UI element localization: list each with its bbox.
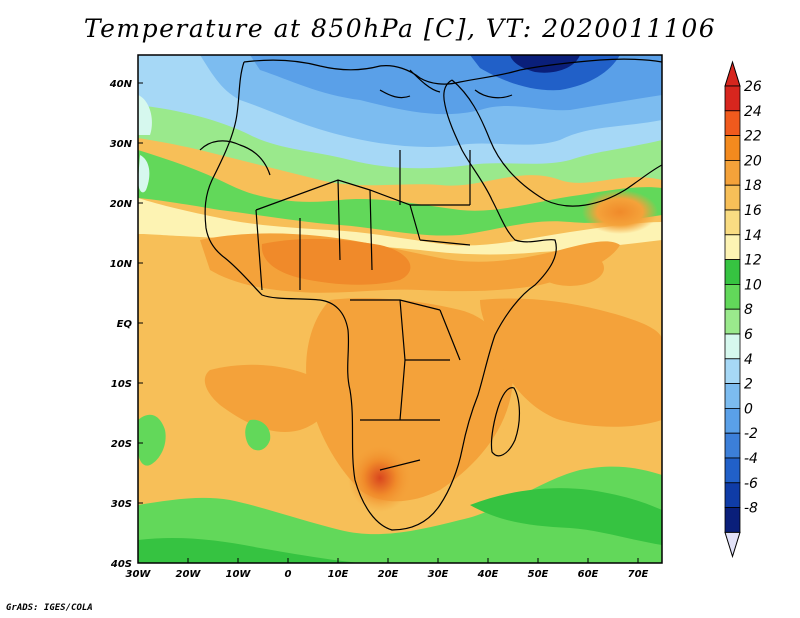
colorbar-label: 20: [744, 153, 762, 169]
colorbar-swatch: [724, 432, 741, 459]
lat-tick-label: 20N: [110, 199, 133, 210]
lon-tick-label: 50E: [528, 569, 549, 580]
colorbar-swatch: [724, 283, 741, 310]
longitude-axis: 30W 20W 10W 0 10E 20E 30E 40E 50E 60E 70E: [126, 558, 649, 580]
grads-credit: GrADS: IGES/COLA: [6, 603, 93, 613]
colorbar-label: 14: [744, 228, 762, 244]
map-title: Temperature at 850hPa [C], VT: 202001110…: [83, 14, 717, 43]
colorbar-label: 0: [744, 401, 753, 417]
lat-tick-label: EQ: [117, 319, 133, 330]
colorbar-swatch: [724, 85, 741, 112]
colorbar-swatch: [724, 110, 741, 137]
lon-tick-label: 30W: [126, 569, 152, 580]
lon-tick-label: 20W: [176, 569, 202, 580]
colorbar-label: -6: [744, 476, 758, 492]
colorbar-swatch: [724, 234, 741, 261]
lat-tick-label: 40S: [110, 559, 132, 570]
coastlines: [199, 58, 662, 531]
colorbar-label: -4: [744, 451, 758, 467]
lon-tick-label: 30E: [428, 569, 449, 580]
colorbar-label: -2: [744, 426, 758, 442]
colorbar-swatch: [724, 482, 741, 508]
colorbar-label: 2: [744, 377, 753, 393]
lat-tick-label: 30N: [110, 139, 133, 150]
colorbar-label: 18: [744, 178, 762, 194]
lat-tick-label: 20S: [111, 439, 132, 450]
colorbar-label: 12: [744, 253, 762, 269]
colorbar-swatch: [724, 333, 741, 360]
colorbar-swatch: [724, 184, 741, 211]
lon-tick-label: 0: [285, 569, 292, 580]
lon-tick-label: 40E: [477, 569, 499, 580]
colorbar-label: 22: [744, 129, 762, 145]
colorbar-label: -8: [744, 501, 758, 517]
lon-tick-label: 10W: [226, 569, 252, 580]
lon-tick-label: 70E: [628, 569, 649, 580]
lat-tick-label: 30S: [111, 499, 132, 510]
lon-tick-label: 10E: [328, 569, 349, 580]
colorbar-label: 6: [744, 327, 753, 343]
colorbar-swatch: [724, 383, 741, 409]
colorbar-arrow-bottom: [724, 531, 741, 559]
colorbar-swatch: [724, 135, 741, 161]
lon-tick-label: 60E: [578, 569, 599, 580]
colorbar-swatch: [724, 457, 741, 484]
colorbar-label: 10: [744, 277, 762, 293]
lon-tick-label: 20E: [378, 569, 399, 580]
colorbar-label: 26: [744, 79, 762, 95]
lat-tick-label: 40N: [109, 79, 133, 90]
colorbar-swatch: [724, 159, 741, 186]
colorbar-label: 16: [744, 203, 762, 219]
colorbar-label: 24: [744, 104, 762, 120]
colorbar-swatch: [724, 209, 741, 236]
colorbar-label: 8: [744, 302, 753, 318]
latitude-axis: 40N 30N 20N 10N EQ 10S 20S 30S 40S: [109, 79, 143, 570]
colorbar-swatch: [724, 259, 741, 285]
colorbar-swatch: [724, 407, 741, 434]
lat-tick-label: 10N: [110, 259, 133, 270]
lat-tick-label: 10S: [111, 379, 132, 390]
colorbar-swatch: [724, 308, 741, 335]
temperature-field: [138, 55, 662, 563]
colorbar-swatch: [724, 358, 741, 384]
colorbar-label: 4: [744, 352, 753, 368]
colorbar-swatch: [724, 507, 741, 533]
map-frame: [137, 54, 663, 564]
colorbar-arrow-top: [724, 60, 741, 87]
